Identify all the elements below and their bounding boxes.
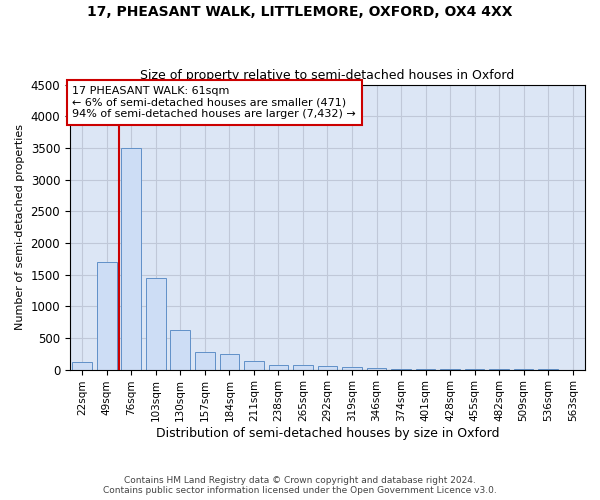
Bar <box>97 262 116 370</box>
Bar <box>170 330 190 370</box>
Bar <box>269 364 288 370</box>
Bar <box>220 354 239 370</box>
Bar <box>293 364 313 370</box>
Bar <box>342 366 362 370</box>
Y-axis label: Number of semi-detached properties: Number of semi-detached properties <box>15 124 25 330</box>
Title: Size of property relative to semi-detached houses in Oxford: Size of property relative to semi-detach… <box>140 69 515 82</box>
Bar <box>317 366 337 370</box>
Bar <box>416 369 436 370</box>
Text: Contains HM Land Registry data © Crown copyright and database right 2024.
Contai: Contains HM Land Registry data © Crown c… <box>103 476 497 495</box>
Bar <box>195 352 215 370</box>
Bar <box>391 368 411 370</box>
Bar <box>244 362 263 370</box>
Text: 17 PHEASANT WALK: 61sqm
← 6% of semi-detached houses are smaller (471)
94% of se: 17 PHEASANT WALK: 61sqm ← 6% of semi-det… <box>73 86 356 119</box>
Bar <box>440 369 460 370</box>
Bar <box>146 278 166 370</box>
Bar <box>121 148 141 370</box>
Bar <box>367 368 386 370</box>
Text: 17, PHEASANT WALK, LITTLEMORE, OXFORD, OX4 4XX: 17, PHEASANT WALK, LITTLEMORE, OXFORD, O… <box>87 5 513 19</box>
Bar <box>73 362 92 370</box>
X-axis label: Distribution of semi-detached houses by size in Oxford: Distribution of semi-detached houses by … <box>156 427 499 440</box>
